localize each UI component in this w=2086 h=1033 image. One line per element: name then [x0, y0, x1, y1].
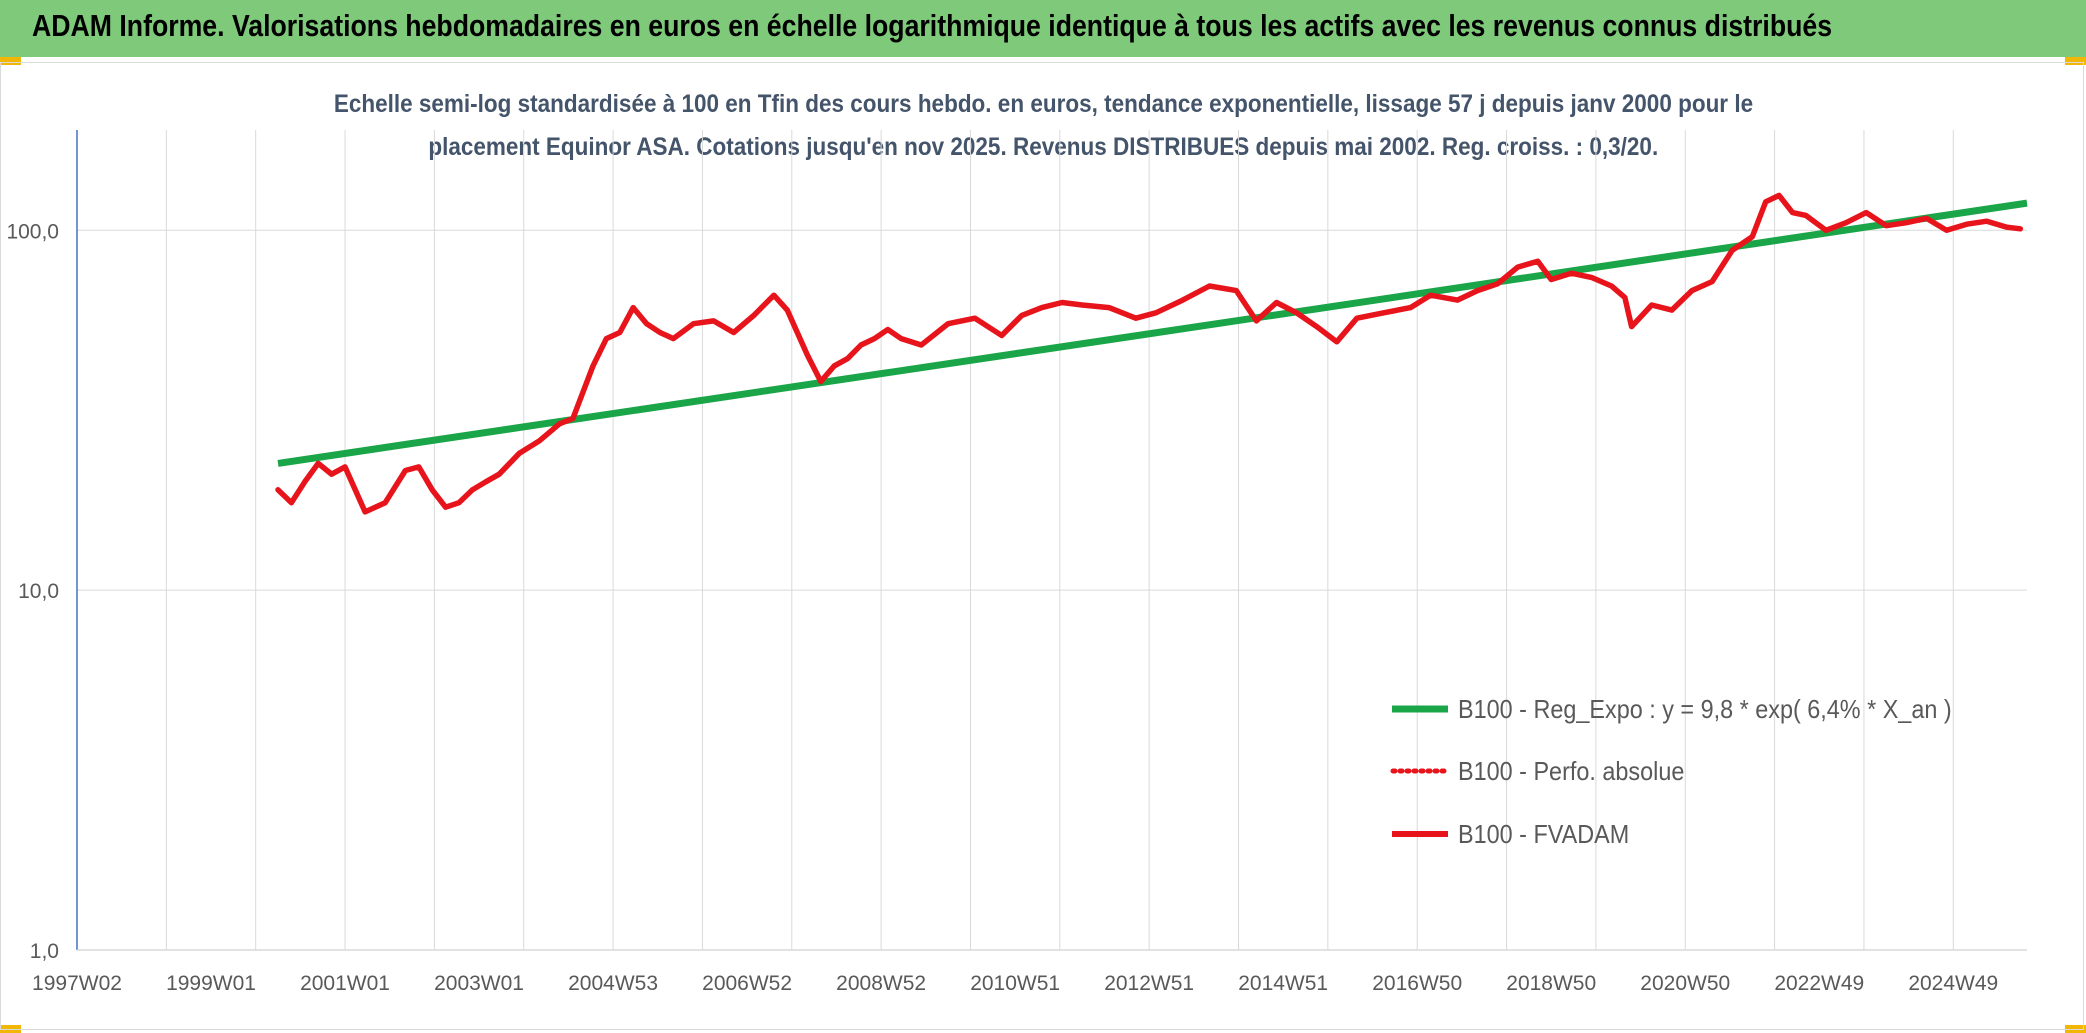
x-tick-label: 2001W01: [300, 972, 390, 995]
x-tick-label: 2012W51: [1104, 972, 1194, 995]
x-tick-label: 2008W52: [836, 972, 926, 995]
chart-area: [0, 62, 2084, 1030]
legend-swatch-regression: [1392, 705, 1448, 713]
y-tick-label: 100,0: [6, 220, 59, 243]
corner-marker-top-right: [2065, 57, 2086, 65]
legend-entry-fvadam: B100 - FVADAM: [1390, 817, 1648, 851]
fvadam-series-line: [275, 192, 2024, 515]
x-tick-label: 1997W02: [32, 972, 122, 995]
x-tick-label: 2016W50: [1372, 972, 1462, 995]
report-header: ADAM Informe. Valorisations hebdomadaire…: [0, 0, 2086, 57]
legend-label-regression: B100 - Reg_Expo : y = 9,8 * exp( 6,4% * …: [1458, 693, 1952, 724]
legend-label-fvadam: B100 - FVADAM: [1458, 818, 1630, 849]
x-tick-label: 2004W53: [568, 972, 658, 995]
regression-trend-line: [277, 199, 2028, 467]
legend-entry-absolute-perf: B100 - Perfo. absolue: [1390, 754, 1710, 788]
x-tick-label: 2020W50: [1640, 972, 1730, 995]
report-title: ADAM Informe. Valorisations hebdomadaire…: [32, 8, 1833, 43]
y-tick-label: 1,0: [30, 940, 59, 963]
x-tick-label: 2014W51: [1238, 972, 1328, 995]
x-tick-label: 1999W01: [166, 972, 256, 995]
chart-title-line-2: placement Equinor ASA. Cotations jusqu'e…: [428, 133, 1658, 161]
x-tick-label: 2010W51: [970, 972, 1060, 995]
x-tick-label: 2024W49: [1908, 972, 1998, 995]
x-tick-label: 2003W01: [434, 972, 524, 995]
x-tick-label: 2006W52: [702, 972, 792, 995]
x-tick-label: 2022W49: [1774, 972, 1864, 995]
y-tick-label: 10,0: [18, 580, 59, 603]
legend-swatch-fvadam: [1392, 831, 1448, 837]
x-tick-label: 2018W50: [1506, 972, 1596, 995]
chart-title-line-1: Echelle semi-log standardisée à 100 en T…: [333, 90, 1753, 118]
legend-label-absolute-perf: B100 - Perfo. absolue: [1458, 755, 1685, 786]
corner-marker-top-left: [0, 57, 21, 65]
legend-swatch-absolute-perf: [1390, 768, 1450, 774]
legend-entry-regression: B100 - Reg_Expo : y = 9,8 * exp( 6,4% * …: [1390, 692, 2007, 726]
